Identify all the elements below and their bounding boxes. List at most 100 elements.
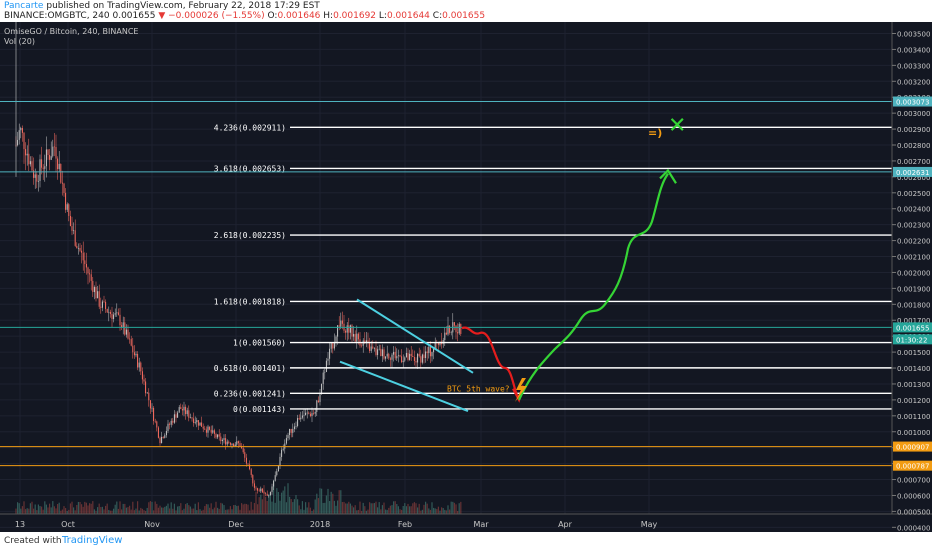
fib-label: 2.618(0.002235) bbox=[214, 231, 286, 240]
volume-bar bbox=[353, 507, 355, 514]
candle-body bbox=[151, 407, 153, 409]
fib-label: 0.236(0.001241) bbox=[214, 389, 286, 398]
volume-bar bbox=[305, 502, 307, 514]
candle-body bbox=[423, 354, 425, 359]
candle-body bbox=[407, 352, 409, 360]
price-tag-label: 0.003073 bbox=[896, 99, 929, 107]
volume-bar bbox=[66, 510, 68, 514]
candle-body bbox=[282, 448, 284, 450]
candle-body bbox=[61, 182, 63, 184]
price-tick-label: 0.000700 bbox=[897, 477, 930, 485]
candle-body bbox=[39, 159, 41, 181]
volume-bar bbox=[178, 506, 180, 514]
volume-bar bbox=[197, 502, 199, 514]
volume-bar bbox=[164, 506, 166, 514]
candle-body bbox=[341, 320, 343, 324]
candle-body bbox=[49, 154, 51, 160]
candle-body bbox=[301, 415, 303, 418]
projected-down-path bbox=[461, 326, 520, 401]
candle-body bbox=[204, 428, 206, 430]
candle-body bbox=[116, 312, 118, 314]
candle-body bbox=[314, 411, 316, 414]
candle-body bbox=[79, 248, 81, 251]
volume-bar bbox=[213, 507, 215, 514]
candle-body bbox=[308, 412, 310, 414]
candle-body bbox=[197, 420, 199, 426]
candle-body bbox=[305, 412, 307, 416]
candle-body bbox=[97, 291, 99, 299]
candle-body bbox=[31, 161, 33, 171]
projected-up-path bbox=[518, 173, 669, 401]
candle-body bbox=[217, 434, 219, 438]
volume-bar bbox=[313, 509, 315, 514]
volume-bar bbox=[165, 505, 167, 514]
candle-body bbox=[82, 252, 84, 261]
volume-bar bbox=[226, 509, 228, 514]
volume-bar bbox=[57, 504, 59, 514]
price-tag-box bbox=[893, 334, 932, 345]
volume-bar bbox=[100, 507, 102, 514]
candle-body bbox=[292, 428, 294, 433]
price-tick-label: 0.002700 bbox=[897, 158, 930, 166]
volume-bar bbox=[133, 510, 135, 514]
volume-bar bbox=[95, 510, 97, 514]
candle-body bbox=[177, 412, 179, 418]
candle-body bbox=[44, 166, 46, 169]
candle-body bbox=[60, 163, 62, 183]
volume-bar bbox=[172, 508, 174, 514]
candle-body bbox=[316, 400, 318, 412]
volume-bar bbox=[241, 503, 243, 514]
volume-bar bbox=[389, 505, 391, 514]
candlesticks bbox=[15, 22, 462, 498]
volume-bar bbox=[113, 508, 115, 514]
volume-bar bbox=[346, 503, 348, 514]
volume-bar bbox=[119, 501, 121, 514]
volume-bar bbox=[383, 502, 385, 514]
price-tick-label: 0.003200 bbox=[897, 78, 930, 86]
candle-body bbox=[273, 480, 275, 487]
btc-wave-annotation: BTC 5th wave? bbox=[447, 385, 510, 394]
candle-body bbox=[386, 353, 388, 357]
volume-bar bbox=[105, 505, 107, 514]
candle-body bbox=[383, 349, 385, 359]
candle-body bbox=[306, 412, 308, 414]
candle-body bbox=[449, 325, 451, 333]
volume-bar bbox=[237, 505, 239, 514]
volume-bar bbox=[271, 501, 273, 514]
volume-bar bbox=[250, 501, 252, 514]
volume-bar bbox=[329, 501, 331, 514]
volume-bar bbox=[295, 495, 297, 514]
volume-bar bbox=[290, 499, 292, 514]
volume-bar bbox=[373, 503, 375, 514]
candle-body bbox=[50, 156, 52, 160]
candle-body bbox=[252, 474, 254, 484]
author-link[interactable]: Pancarte bbox=[4, 1, 44, 11]
candle-body bbox=[127, 329, 129, 339]
price-tick-label: 0.001700 bbox=[897, 317, 930, 325]
price-tick-label: 0.002900 bbox=[897, 126, 930, 134]
candle-body bbox=[23, 132, 25, 150]
candle-body bbox=[332, 342, 334, 349]
candle-body bbox=[297, 418, 299, 427]
candle-body bbox=[41, 159, 43, 168]
volume-bar bbox=[244, 503, 246, 514]
candle-body bbox=[149, 400, 151, 409]
volume-bar bbox=[45, 504, 47, 514]
volume-bar bbox=[130, 509, 132, 514]
volume-bar bbox=[221, 503, 223, 514]
candle-body bbox=[425, 351, 427, 359]
tradingview-logo-link[interactable]: TradingView bbox=[62, 535, 123, 546]
volume-bar bbox=[109, 510, 111, 514]
fib-label: 0.618(0.001401) bbox=[214, 364, 286, 373]
price-tag-lines bbox=[0, 101, 892, 467]
candle-body bbox=[165, 431, 167, 436]
volume-bar bbox=[263, 485, 265, 514]
volume-bar bbox=[420, 510, 422, 514]
volume-bar bbox=[21, 506, 23, 514]
candle-body bbox=[162, 436, 164, 438]
candle-body bbox=[74, 230, 76, 246]
candle-body bbox=[103, 301, 105, 303]
candle-body bbox=[55, 146, 57, 159]
price-chart[interactable]: 4.236(0.002911) 3.618(0.002653) 2.618(0.00… bbox=[0, 22, 932, 532]
candle-body bbox=[228, 441, 230, 443]
